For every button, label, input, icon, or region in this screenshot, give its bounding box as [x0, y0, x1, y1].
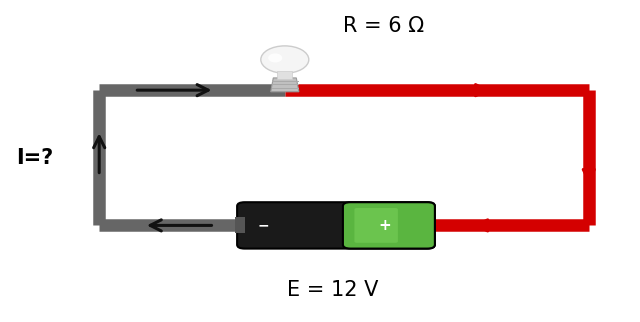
- Bar: [277, 71, 292, 79]
- Text: E = 12 V: E = 12 V: [287, 280, 378, 300]
- Ellipse shape: [268, 53, 282, 62]
- Text: +: +: [379, 218, 392, 233]
- Bar: [235, 217, 245, 233]
- FancyBboxPatch shape: [355, 208, 398, 243]
- Text: I=?: I=?: [17, 148, 54, 168]
- FancyBboxPatch shape: [237, 202, 435, 249]
- Ellipse shape: [261, 46, 309, 73]
- FancyBboxPatch shape: [343, 202, 435, 249]
- Text: R = 6 Ω: R = 6 Ω: [344, 16, 424, 36]
- Text: −: −: [257, 218, 269, 232]
- Polygon shape: [271, 78, 299, 92]
